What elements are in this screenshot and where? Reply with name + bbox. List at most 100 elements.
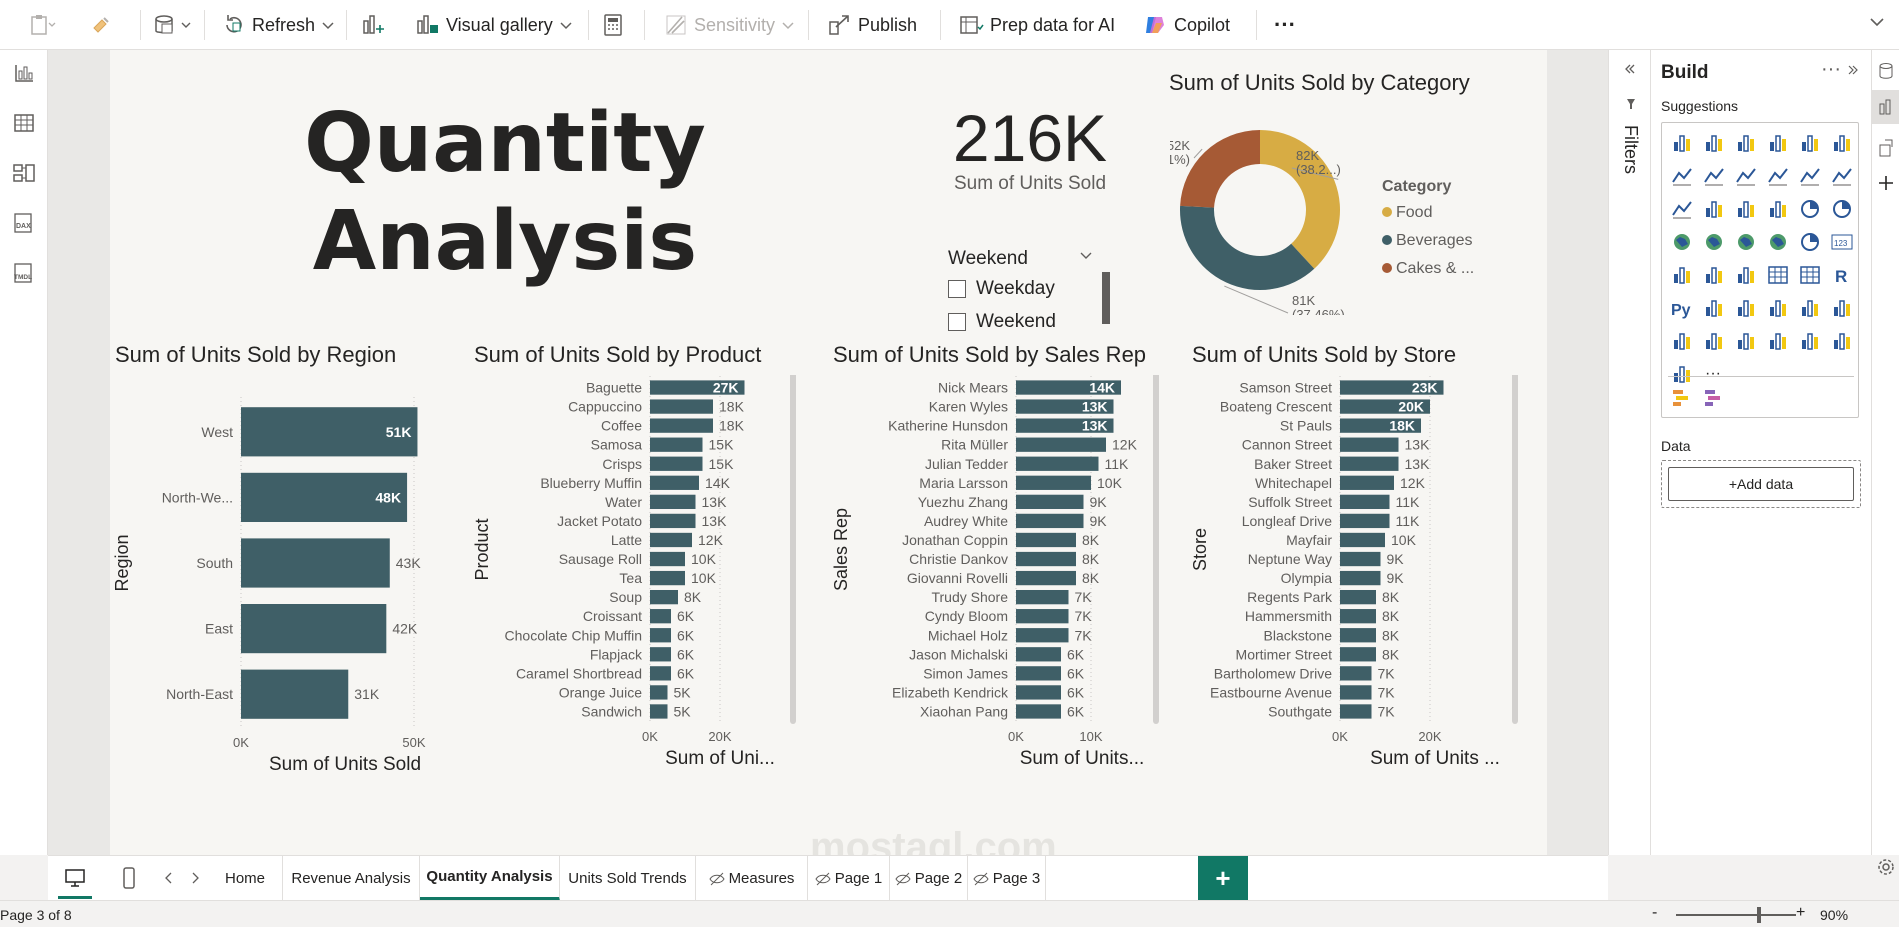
donut-slice-2[interactable] [1180,130,1260,208]
more-visuals-icon[interactable]: ··· [1702,362,1726,386]
matrix-icon[interactable] [1798,263,1822,287]
table-view-icon[interactable] [12,112,36,134]
kpi-card-value[interactable]: 216K [952,101,1108,175]
bar[interactable] [1340,494,1390,510]
page-tab-revenue-analysis[interactable]: Revenue Analysis [283,856,420,901]
zoom-out-button[interactable]: - [1652,904,1658,921]
bar[interactable] [1340,380,1444,395]
bar[interactable] [1016,628,1069,643]
mobile-layout-icon[interactable] [122,867,136,889]
filled-map-icon[interactable] [1734,230,1758,254]
checkbox[interactable] [948,280,966,298]
bar[interactable] [650,494,696,510]
more-options-button[interactable]: ··· [1274,12,1296,37]
bar[interactable] [1340,437,1399,452]
qa-icon[interactable] [1766,296,1790,320]
narrative-icon[interactable] [1798,296,1822,320]
add-data-button[interactable]: +Add data [1668,467,1854,501]
legend-entry[interactable]: Cakes & ... [1396,260,1474,277]
bar[interactable] [1340,570,1381,586]
clustered-bar-chart-icon[interactable] [1734,131,1758,155]
bar[interactable] [650,399,713,414]
add-pane-icon[interactable] [1877,174,1895,192]
100-stacked-area-icon[interactable] [1766,164,1790,188]
slicer-option-weekend[interactable]: Weekend [948,311,1056,333]
bar[interactable] [1016,609,1069,624]
ribbon-collapse-icon[interactable] [1868,12,1886,30]
decomposition-tree-icon[interactable] [1734,296,1758,320]
power-automate-icon[interactable] [1670,362,1694,386]
area-chart-icon[interactable] [1702,164,1726,188]
donut-chart-icon[interactable] [1830,197,1854,221]
clustered-column-chart-icon[interactable] [1766,131,1790,155]
legend-entry[interactable]: Food [1396,204,1432,221]
key-influencers-icon[interactable] [1702,296,1726,320]
bar[interactable] [1016,647,1061,662]
bar[interactable] [1016,666,1061,681]
bar[interactable] [241,407,418,457]
bar[interactable] [1016,685,1061,700]
page-tab-home[interactable]: Home [208,856,283,901]
text-slicer-icon[interactable] [1766,329,1790,353]
prep-data-button[interactable]: Prep data for AI [958,10,1115,40]
build-more-button[interactable]: ··· [1821,58,1841,80]
bar[interactable] [650,589,678,605]
bar[interactable] [650,532,692,548]
paste-button[interactable] [28,10,56,40]
bar[interactable] [1340,551,1381,567]
previous-page-icon[interactable] [164,872,174,884]
bar[interactable] [1016,513,1084,529]
bar-chart-product[interactable]: 0K 20K Baguette 27K Cappuccino 18K Coffee 18K Sa… [470,375,830,855]
list-slicer-icon[interactable] [1798,329,1822,353]
bar[interactable] [650,647,671,662]
bar[interactable] [1016,570,1076,586]
bar[interactable] [650,475,699,490]
100-stacked-bar-icon[interactable] [1798,131,1822,155]
sensitivity-button[interactable]: Sensitivity [664,10,795,40]
bar[interactable] [650,551,685,567]
bar[interactable] [1016,704,1061,719]
bar[interactable] [1340,704,1372,719]
donut-slice-1[interactable] [1180,205,1315,290]
page-tab-measures[interactable]: Measures [696,856,808,901]
checkbox[interactable] [948,313,966,331]
paginated-report-icon[interactable] [1670,329,1694,353]
bar[interactable] [650,666,671,681]
bar-chart-salesrep[interactable]: 0K 10K Nick Mears 14K Karen Wyles 13K Katherin… [829,375,1189,855]
expand-filters-icon[interactable] [1623,62,1637,76]
bar[interactable] [1016,399,1114,414]
stacked-column-chart-icon[interactable] [1702,131,1726,155]
bar[interactable] [1340,647,1376,662]
bar[interactable] [1340,589,1376,605]
timeline-visual-icon[interactable] [1702,385,1726,409]
waterfall-chart-icon[interactable] [1702,197,1726,221]
bar[interactable] [1340,685,1372,700]
copilot-button[interactable]: Copilot [1142,10,1230,40]
bar[interactable] [650,456,703,471]
data-pane-icon[interactable] [1877,62,1895,80]
map-icon[interactable] [1702,230,1726,254]
bar[interactable] [650,418,713,433]
chart-scrollbar[interactable] [1512,375,1518,724]
line-chart-icon[interactable] [1670,164,1694,188]
r-visual-icon[interactable]: R [1830,263,1854,287]
bar[interactable] [241,669,349,719]
page-tab-page-3[interactable]: Page 3 [968,856,1046,901]
settings-gear-icon[interactable] [1877,858,1895,876]
bar[interactable] [1016,475,1091,490]
gauge-icon[interactable] [1798,230,1822,254]
azure-map-icon[interactable] [1766,230,1790,254]
chart-scrollbar[interactable] [790,375,796,724]
legend-entry[interactable]: Beverages [1396,232,1473,249]
slicer-icon[interactable] [1734,263,1758,287]
format-painter-button[interactable] [90,10,112,40]
format-pane-icon[interactable] [1877,138,1895,158]
chart-scrollbar[interactable] [1153,375,1159,724]
desktop-layout-icon[interactable] [64,868,86,888]
bar[interactable] [650,437,703,452]
page-tab-units-sold-trends[interactable]: Units Sold Trends [560,856,696,901]
get-data-button[interactable] [152,10,192,40]
bar[interactable] [1340,513,1390,529]
next-page-icon[interactable] [190,872,200,884]
card-new-icon[interactable] [1702,329,1726,353]
